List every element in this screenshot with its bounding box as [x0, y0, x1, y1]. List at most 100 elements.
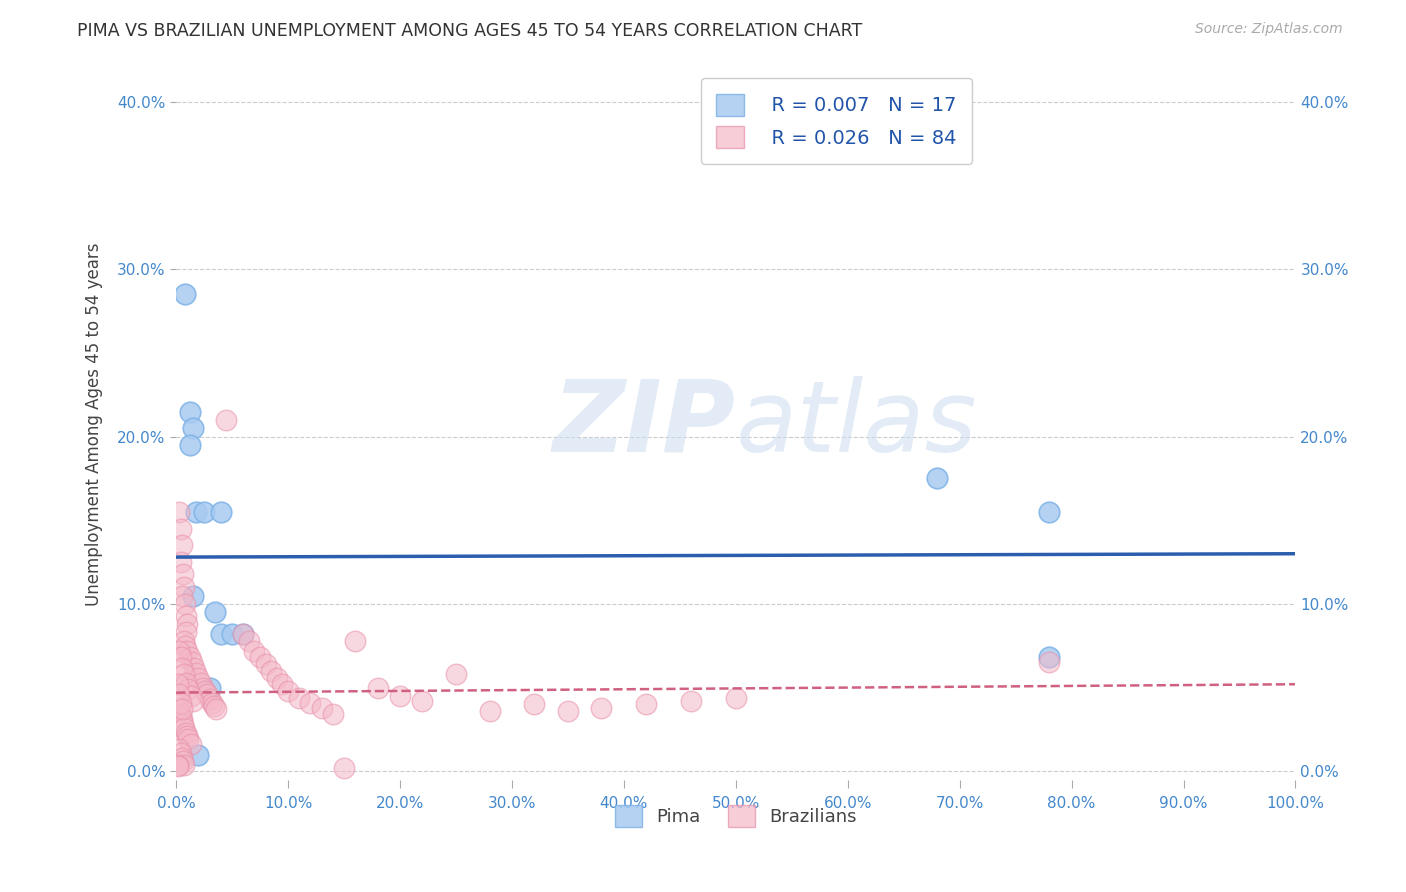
- Point: [344, 633, 367, 648]
- Point: [170, 751, 193, 765]
- Point: [215, 413, 238, 427]
- Point: [249, 650, 271, 665]
- Point: [311, 700, 333, 714]
- Point: [174, 287, 197, 301]
- Point: [174, 608, 197, 623]
- Point: [179, 404, 201, 418]
- Point: [1038, 650, 1060, 665]
- Point: [172, 566, 194, 581]
- Point: [174, 675, 197, 690]
- Point: [232, 627, 254, 641]
- Point: [179, 438, 201, 452]
- Point: [167, 700, 190, 714]
- Point: [288, 690, 311, 705]
- Point: [183, 660, 205, 674]
- Point: [478, 704, 501, 718]
- Point: [266, 671, 288, 685]
- Point: [202, 698, 225, 713]
- Point: [179, 650, 201, 665]
- Point: [170, 712, 193, 726]
- Point: [169, 650, 191, 665]
- Point: [193, 505, 215, 519]
- Point: [333, 761, 356, 775]
- Point: [181, 421, 204, 435]
- Point: [260, 664, 283, 678]
- Y-axis label: Unemployment Among Ages 45 to 54 years: Unemployment Among Ages 45 to 54 years: [86, 243, 103, 606]
- Point: [724, 690, 747, 705]
- Point: [557, 704, 579, 718]
- Point: [169, 696, 191, 710]
- Text: ZIP: ZIP: [553, 376, 735, 473]
- Point: [186, 665, 208, 680]
- Point: [173, 667, 195, 681]
- Point: [187, 747, 209, 762]
- Point: [169, 644, 191, 658]
- Point: [186, 505, 208, 519]
- Point: [169, 522, 191, 536]
- Point: [388, 689, 411, 703]
- Point: [180, 738, 202, 752]
- Point: [181, 589, 204, 603]
- Point: [197, 687, 219, 701]
- Point: [190, 675, 212, 690]
- Point: [243, 644, 266, 658]
- Point: [176, 617, 198, 632]
- Point: [170, 702, 193, 716]
- Point: [176, 644, 198, 658]
- Point: [169, 704, 191, 718]
- Point: [177, 682, 200, 697]
- Point: [209, 627, 232, 641]
- Point: [1038, 505, 1060, 519]
- Point: [170, 660, 193, 674]
- Point: [169, 709, 191, 723]
- Point: [238, 633, 260, 648]
- Point: [198, 692, 221, 706]
- Point: [221, 627, 243, 641]
- Point: [173, 757, 195, 772]
- Point: [591, 700, 613, 714]
- Point: [173, 580, 195, 594]
- Point: [411, 694, 433, 708]
- Point: [169, 746, 191, 760]
- Point: [201, 696, 224, 710]
- Point: [299, 696, 322, 710]
- Point: [444, 667, 467, 681]
- Point: [174, 625, 197, 640]
- Point: [170, 589, 193, 603]
- Point: [523, 698, 546, 712]
- Text: atlas: atlas: [735, 376, 977, 473]
- Point: [169, 687, 191, 701]
- Point: [169, 555, 191, 569]
- Point: [174, 597, 197, 611]
- Point: [167, 757, 190, 772]
- Point: [174, 725, 197, 739]
- Point: [167, 759, 190, 773]
- Point: [209, 505, 232, 519]
- Legend: Pima, Brazilians: Pima, Brazilians: [607, 798, 863, 835]
- Point: [187, 671, 209, 685]
- Point: [927, 471, 949, 485]
- Point: [177, 732, 200, 747]
- Point: [169, 505, 191, 519]
- Point: [176, 729, 198, 743]
- Point: [679, 694, 702, 708]
- Point: [205, 702, 228, 716]
- Point: [277, 684, 299, 698]
- Point: [172, 754, 194, 768]
- Point: [167, 677, 190, 691]
- Point: [254, 657, 277, 672]
- Point: [204, 605, 226, 619]
- Point: [636, 698, 658, 712]
- Point: [191, 681, 214, 695]
- Point: [232, 627, 254, 641]
- Point: [180, 689, 202, 703]
- Point: [173, 633, 195, 648]
- Point: [271, 677, 294, 691]
- Point: [173, 721, 195, 735]
- Point: [169, 742, 191, 756]
- Text: PIMA VS BRAZILIAN UNEMPLOYMENT AMONG AGES 45 TO 54 YEARS CORRELATION CHART: PIMA VS BRAZILIAN UNEMPLOYMENT AMONG AGE…: [77, 22, 862, 40]
- Text: Source: ZipAtlas.com: Source: ZipAtlas.com: [1195, 22, 1343, 37]
- Point: [181, 694, 204, 708]
- Point: [180, 656, 202, 670]
- Point: [322, 707, 344, 722]
